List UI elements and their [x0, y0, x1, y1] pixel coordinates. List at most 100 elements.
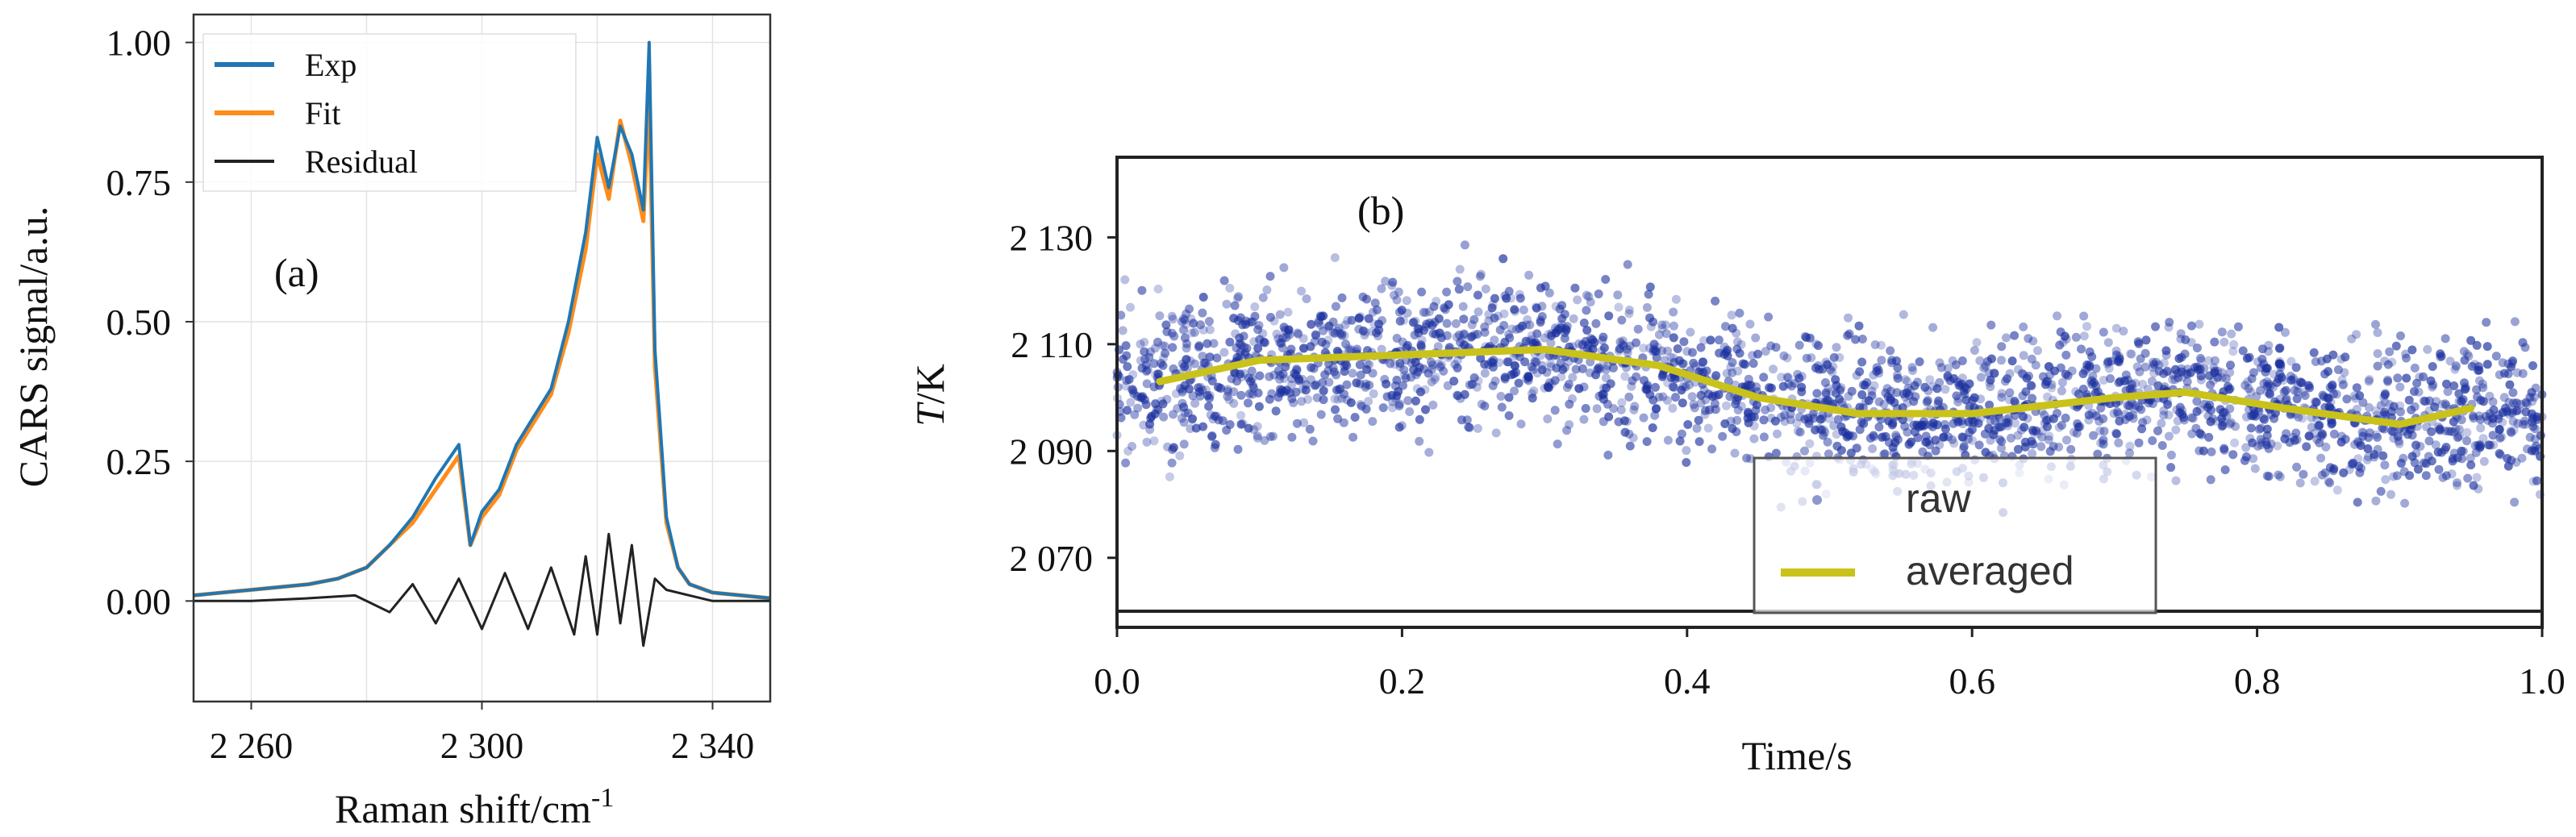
raw-point — [1879, 399, 1889, 409]
raw-point — [1780, 410, 1790, 420]
raw-point — [1965, 379, 1974, 389]
raw-point — [1766, 403, 1776, 413]
raw-point — [2385, 347, 2395, 356]
raw-point — [1489, 356, 1498, 365]
raw-point — [1857, 390, 1867, 399]
panel-a-ytick-label: 1.00 — [106, 23, 172, 64]
raw-point — [1314, 318, 1323, 327]
raw-point — [2393, 373, 2403, 383]
raw-point — [2476, 414, 2485, 424]
raw-point — [1364, 397, 1373, 406]
raw-point — [2281, 327, 2290, 337]
raw-point — [1980, 429, 1990, 439]
raw-point — [1439, 366, 1448, 376]
raw-point — [1588, 335, 1598, 344]
raw-point — [1253, 422, 1262, 431]
raw-point — [1211, 439, 1220, 449]
raw-point — [2013, 444, 2023, 454]
raw-point — [1155, 311, 1165, 321]
raw-point — [2149, 360, 2159, 369]
raw-point — [2159, 358, 2169, 368]
raw-point — [1770, 416, 1780, 426]
raw-point — [1948, 435, 1957, 444]
raw-point — [2125, 441, 2135, 451]
raw-point — [2371, 496, 2381, 506]
raw-point — [1480, 322, 1490, 331]
raw-point — [1579, 414, 1589, 424]
raw-point — [2176, 334, 2186, 344]
raw-point — [2187, 429, 2197, 439]
raw-point — [1255, 371, 1265, 381]
raw-point — [1186, 314, 1196, 323]
raw-point — [1234, 292, 1243, 302]
raw-point — [2393, 431, 2403, 441]
raw-point — [1186, 424, 1195, 434]
raw-point — [1181, 355, 1190, 364]
raw-point — [1253, 344, 1263, 353]
raw-point — [1622, 344, 1632, 354]
raw-point — [1140, 337, 1149, 347]
raw-point — [2482, 342, 2492, 352]
raw-point — [2380, 390, 2390, 400]
raw-point — [1339, 418, 1348, 427]
raw-point — [2424, 436, 2434, 446]
raw-point — [2157, 418, 2166, 428]
raw-point — [2506, 427, 2516, 436]
legend-residual-label: Residual — [305, 144, 418, 180]
raw-point — [1869, 431, 1878, 440]
raw-point — [1128, 442, 1136, 451]
raw-point — [1683, 420, 1693, 429]
raw-point — [1150, 344, 1160, 353]
raw-point — [1748, 351, 1757, 360]
raw-point — [2148, 399, 2157, 409]
panel-a-ytick-label: 0.50 — [106, 302, 172, 343]
raw-point — [1568, 373, 1578, 382]
raw-point — [1732, 337, 1742, 347]
raw-point — [2140, 348, 2150, 358]
raw-point — [1594, 289, 1603, 298]
raw-point — [1169, 443, 1178, 452]
raw-point — [1499, 309, 1509, 319]
raw-point — [1824, 449, 1833, 459]
raw-point — [1555, 304, 1565, 314]
raw-point — [1894, 435, 1903, 444]
raw-point — [1398, 337, 1407, 347]
raw-point — [2353, 498, 2362, 507]
raw-point — [2461, 384, 2470, 394]
raw-point — [1844, 392, 1853, 401]
raw-point — [2010, 397, 2020, 406]
raw-point — [2399, 453, 2408, 463]
raw-point — [2499, 369, 2509, 378]
raw-point — [1241, 319, 1250, 329]
raw-point — [2304, 381, 2314, 390]
raw-point — [1392, 375, 1402, 385]
raw-point — [2495, 448, 2504, 458]
raw-point — [2285, 438, 2295, 448]
raw-point — [2454, 389, 2464, 398]
raw-point — [2317, 470, 2327, 480]
raw-point — [2298, 414, 2307, 423]
raw-point — [2395, 439, 2404, 448]
raw-point — [1718, 431, 1728, 441]
raw-point — [2302, 442, 2311, 452]
raw-point — [1219, 348, 1229, 357]
raw-point — [1390, 290, 1398, 300]
raw-point — [2307, 423, 2316, 432]
raw-point — [2532, 441, 2541, 451]
raw-point — [2181, 335, 2190, 344]
raw-point — [1500, 373, 1510, 382]
raw-point — [2123, 401, 2132, 410]
raw-point — [1169, 410, 1178, 419]
raw-point — [1931, 446, 1940, 456]
raw-point — [1644, 289, 1653, 299]
raw-point — [1126, 398, 1136, 407]
raw-point — [2442, 379, 2451, 389]
raw-point — [1620, 427, 1630, 437]
raw-point — [1410, 331, 1419, 339]
raw-point — [2132, 362, 2142, 372]
raw-point — [1855, 402, 1865, 412]
raw-point — [1271, 406, 1281, 416]
raw-point — [2453, 433, 2462, 442]
raw-point — [1952, 391, 1961, 401]
raw-point — [1949, 439, 1959, 448]
